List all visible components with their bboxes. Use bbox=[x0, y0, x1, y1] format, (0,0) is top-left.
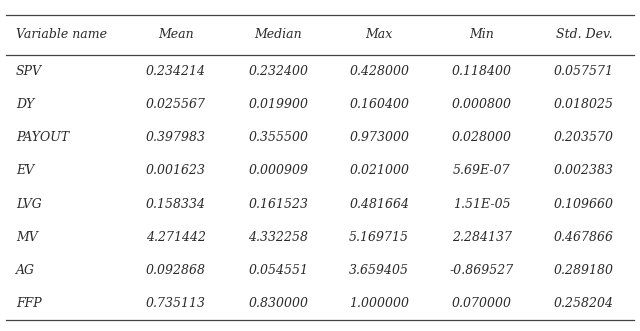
Text: 0.830000: 0.830000 bbox=[248, 297, 308, 310]
Text: 0.001623: 0.001623 bbox=[146, 165, 206, 177]
Text: 0.232400: 0.232400 bbox=[248, 65, 308, 78]
Text: Median: Median bbox=[255, 28, 302, 41]
Text: 0.467866: 0.467866 bbox=[554, 231, 614, 244]
Text: Mean: Mean bbox=[158, 28, 194, 41]
Text: 0.025567: 0.025567 bbox=[146, 98, 206, 111]
Text: 4.271442: 4.271442 bbox=[146, 231, 206, 244]
Text: 0.355500: 0.355500 bbox=[248, 131, 308, 144]
Text: 0.070000: 0.070000 bbox=[452, 297, 511, 310]
Text: 0.735113: 0.735113 bbox=[146, 297, 206, 310]
Text: AG: AG bbox=[16, 264, 35, 277]
Text: 0.019900: 0.019900 bbox=[248, 98, 308, 111]
Text: 4.332258: 4.332258 bbox=[248, 231, 308, 244]
Text: -0.869527: -0.869527 bbox=[449, 264, 514, 277]
Text: 0.481664: 0.481664 bbox=[349, 198, 409, 211]
Text: 0.158334: 0.158334 bbox=[146, 198, 206, 211]
Text: 0.000909: 0.000909 bbox=[248, 165, 308, 177]
Text: 0.000800: 0.000800 bbox=[452, 98, 511, 111]
Text: 0.057571: 0.057571 bbox=[554, 65, 614, 78]
Text: 0.973000: 0.973000 bbox=[349, 131, 409, 144]
Text: 2.284137: 2.284137 bbox=[452, 231, 511, 244]
Text: 0.021000: 0.021000 bbox=[349, 165, 409, 177]
Text: DY: DY bbox=[16, 98, 35, 111]
Text: 3.659405: 3.659405 bbox=[349, 264, 409, 277]
Text: 0.018025: 0.018025 bbox=[554, 98, 614, 111]
Text: 5.69E-07: 5.69E-07 bbox=[452, 165, 511, 177]
Text: EV: EV bbox=[16, 165, 34, 177]
Text: 0.092868: 0.092868 bbox=[146, 264, 206, 277]
Text: 0.109660: 0.109660 bbox=[554, 198, 614, 211]
Text: 0.234214: 0.234214 bbox=[146, 65, 206, 78]
Text: 0.054551: 0.054551 bbox=[248, 264, 308, 277]
Text: 0.028000: 0.028000 bbox=[452, 131, 511, 144]
Text: FFP: FFP bbox=[16, 297, 42, 310]
Text: MV: MV bbox=[16, 231, 38, 244]
Text: Min: Min bbox=[469, 28, 494, 41]
Text: 0.289180: 0.289180 bbox=[554, 264, 614, 277]
Text: 0.203570: 0.203570 bbox=[554, 131, 614, 144]
Text: 0.258204: 0.258204 bbox=[554, 297, 614, 310]
Text: LVG: LVG bbox=[16, 198, 42, 211]
Text: Variable name: Variable name bbox=[16, 28, 107, 41]
Text: Max: Max bbox=[365, 28, 393, 41]
Text: 5.169715: 5.169715 bbox=[349, 231, 409, 244]
Text: 0.161523: 0.161523 bbox=[248, 198, 308, 211]
Text: 0.160400: 0.160400 bbox=[349, 98, 409, 111]
Text: Std. Dev.: Std. Dev. bbox=[556, 28, 612, 41]
Text: SPV: SPV bbox=[16, 65, 42, 78]
Text: 1.000000: 1.000000 bbox=[349, 297, 409, 310]
Text: 0.002383: 0.002383 bbox=[554, 165, 614, 177]
Text: PAYOUT: PAYOUT bbox=[16, 131, 69, 144]
Text: 1.51E-05: 1.51E-05 bbox=[452, 198, 511, 211]
Text: 0.428000: 0.428000 bbox=[349, 65, 409, 78]
Text: 0.397983: 0.397983 bbox=[146, 131, 206, 144]
Text: 0.118400: 0.118400 bbox=[452, 65, 511, 78]
